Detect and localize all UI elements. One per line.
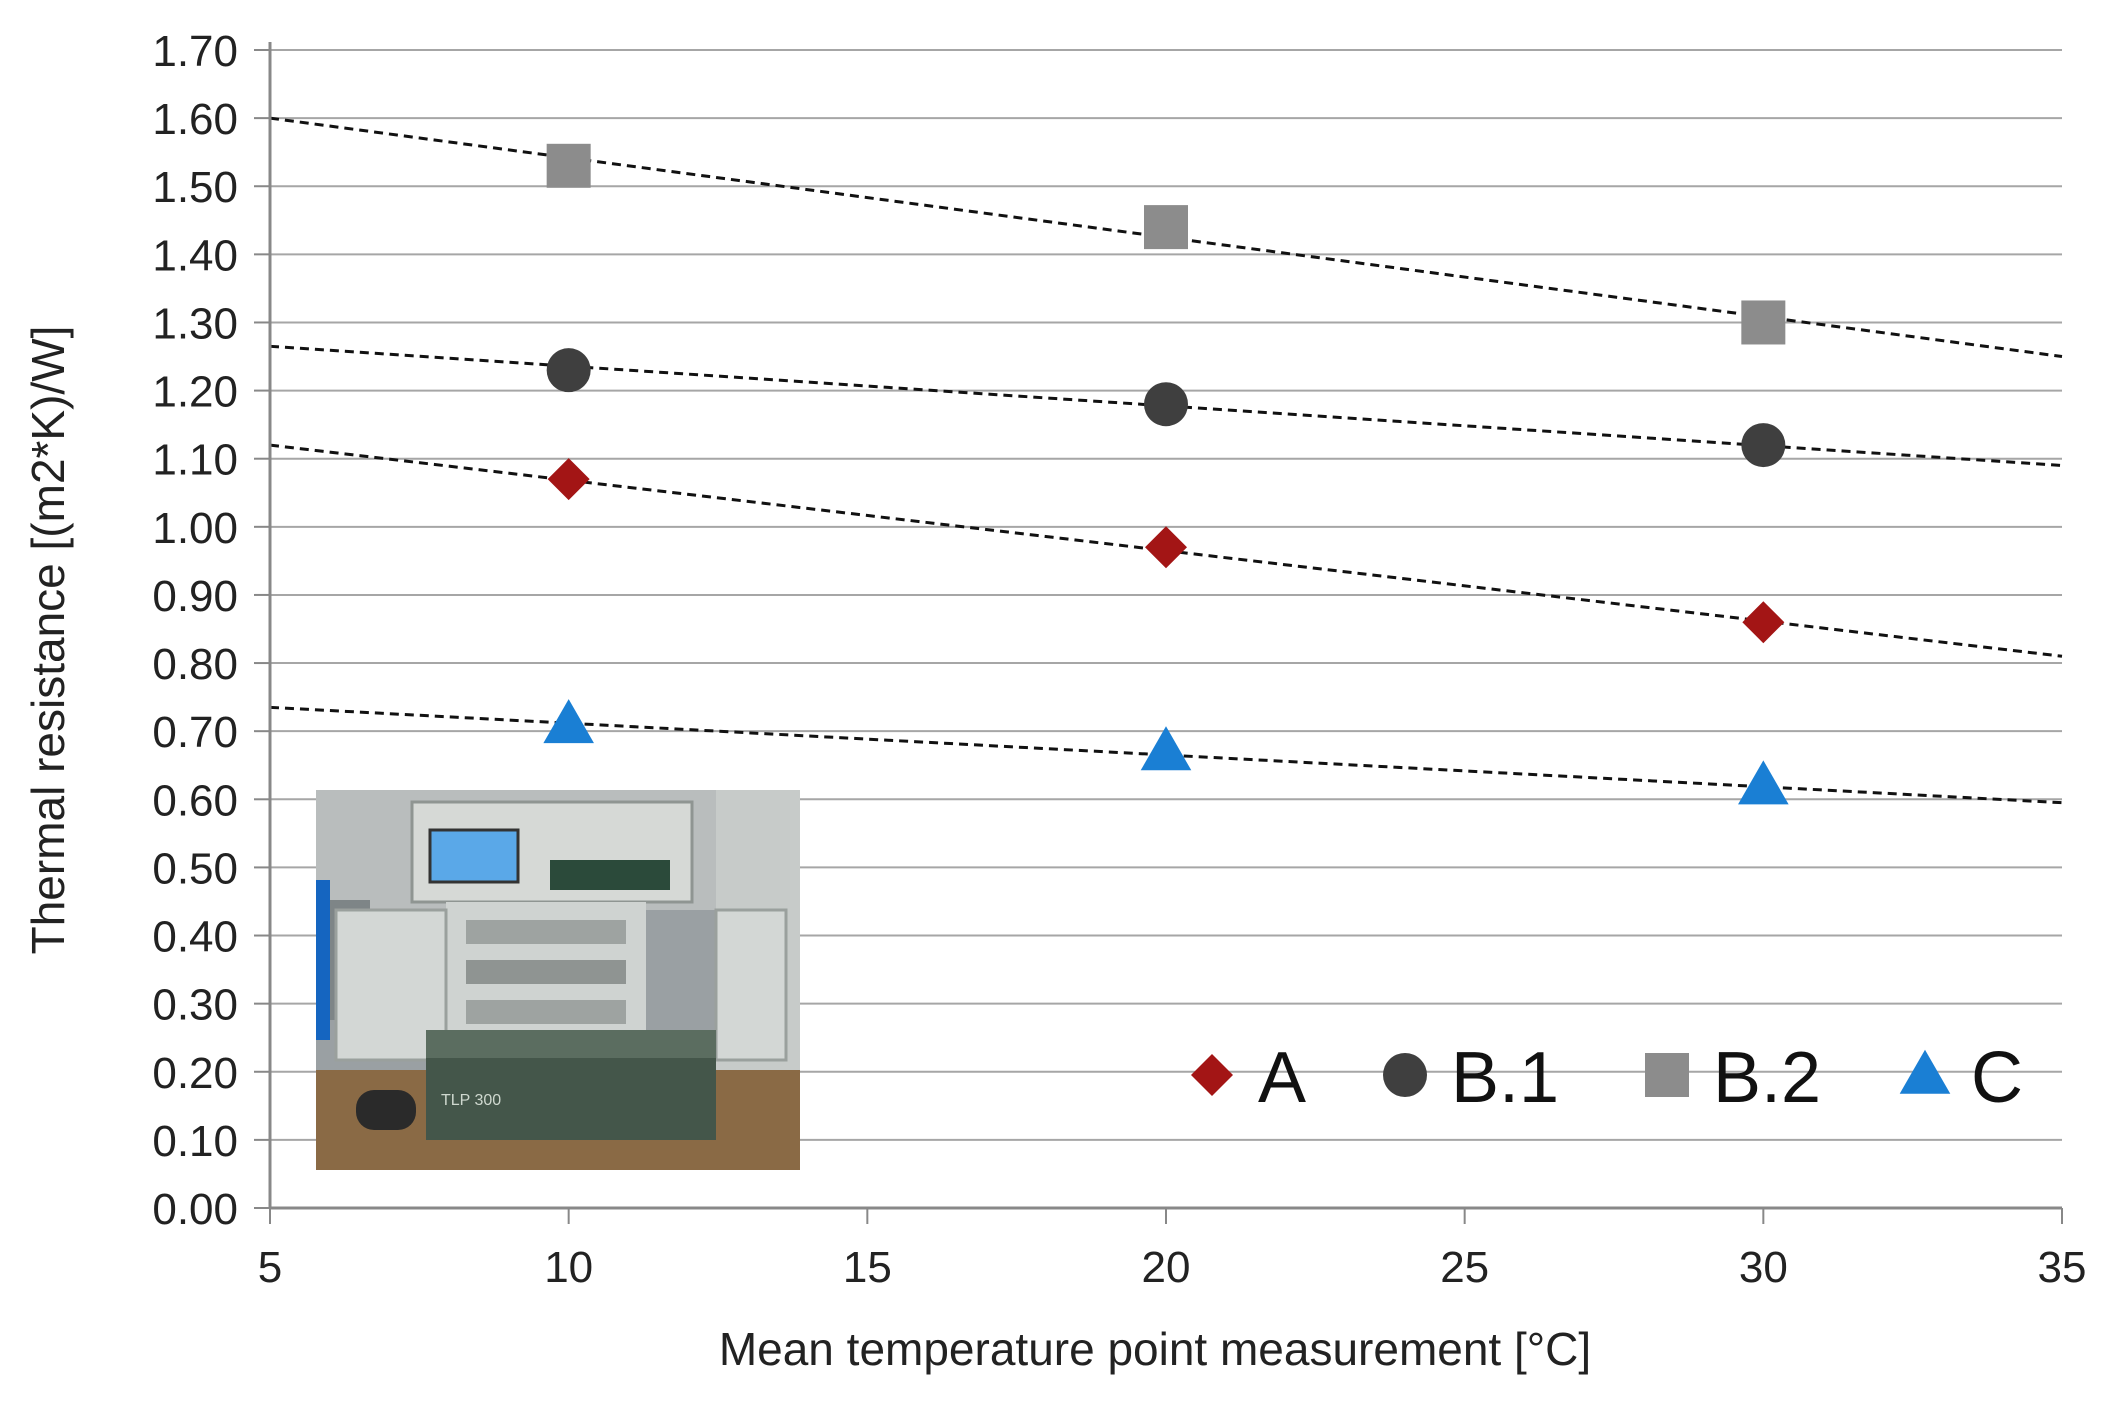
point-b-1	[546, 348, 591, 393]
y-tick-label: 1.10	[152, 436, 238, 485]
legend-label-b-2: B.2	[1713, 1038, 1821, 1118]
axes	[254, 42, 2063, 1224]
point-c	[1738, 760, 1789, 805]
y-tick-label: 0.50	[152, 844, 238, 893]
legend-marker-a	[1191, 1054, 1233, 1096]
point-b-1	[1741, 423, 1786, 468]
legend-marker-b-2	[1645, 1053, 1689, 1097]
y-tick-label: 0.20	[152, 1049, 238, 1098]
x-tick-label: 20	[1142, 1243, 1191, 1292]
legend-marker-c	[1899, 1049, 1951, 1094]
legend: A B.1 B.2 C	[1191, 1038, 2023, 1118]
point-b-1	[1144, 382, 1188, 427]
x-tick-labels: 5 10 15 20 25 30 35	[258, 1243, 2087, 1292]
x-axis-label: Mean temperature point measurement [°C]	[719, 1323, 1591, 1375]
y-axis-label: Thermal resistance [(m2*K)/W]	[22, 326, 74, 955]
legend-label-b-1: B.1	[1451, 1038, 1559, 1118]
y-tick-label: 0.70	[152, 708, 238, 757]
y-tick-label: 1.20	[152, 368, 238, 417]
y-tick-label: 1.30	[152, 299, 238, 348]
y-tick-label: 0.80	[152, 640, 238, 689]
point-a	[547, 458, 590, 501]
y-tick-labels: 0.00 0.10 0.20 0.30 0.40 0.50 0.60 0.70 0.80 0.90…	[152, 27, 238, 1234]
y-tick-label: 1.00	[152, 504, 238, 553]
point-a	[1742, 601, 1785, 644]
svg-text:TLP 300: TLP 300	[441, 1092, 501, 1109]
y-tick-label: 0.10	[152, 1117, 238, 1166]
point-b-2	[1741, 300, 1786, 345]
point-a	[1145, 526, 1187, 569]
y-tick-label: 0.30	[152, 981, 238, 1030]
x-tick-label: 25	[1440, 1243, 1489, 1292]
x-tick-label: 10	[544, 1243, 593, 1292]
y-tick-label: 1.40	[152, 231, 238, 280]
legend-label-a: A	[1258, 1038, 1306, 1118]
y-tick-label: 1.50	[152, 163, 238, 212]
data-markers	[543, 143, 1789, 805]
point-c	[1140, 726, 1192, 771]
legend-marker-b-1	[1383, 1053, 1427, 1097]
y-tick-label: 0.60	[152, 776, 238, 825]
x-tick-label: 30	[1739, 1243, 1788, 1292]
point-b-2	[546, 143, 591, 188]
x-tick-label: 35	[2038, 1243, 2087, 1292]
legend-label-c: C	[1971, 1038, 2023, 1118]
x-tick-label: 15	[843, 1243, 892, 1292]
point-c	[543, 699, 594, 744]
x-tick-label: 5	[258, 1243, 282, 1292]
point-b-2	[1144, 205, 1188, 250]
y-tick-label: 0.40	[152, 913, 238, 962]
instrument-photo: TLP 300	[316, 790, 800, 1170]
y-tick-label: 0.90	[152, 572, 238, 621]
y-tick-label: 1.70	[152, 27, 238, 76]
y-tick-label: 1.60	[152, 95, 238, 144]
y-tick-label: 0.00	[152, 1185, 238, 1234]
